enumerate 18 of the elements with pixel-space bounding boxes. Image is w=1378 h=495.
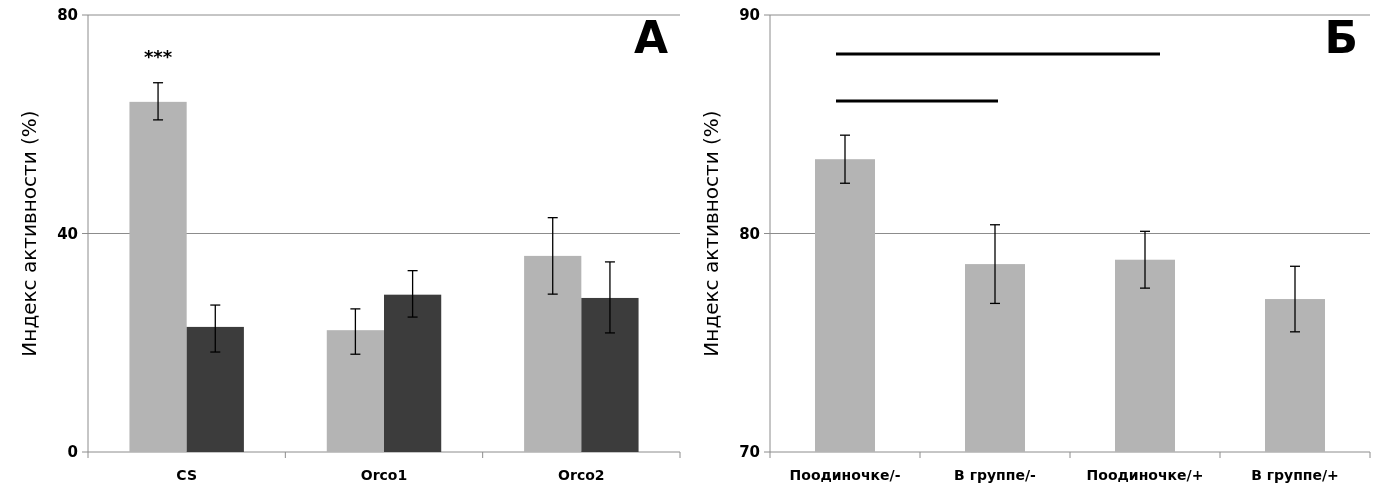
y-axis-title: Индекс активности (%) xyxy=(699,110,723,357)
chart-title: А xyxy=(633,12,668,63)
x-tick-label: Поодиночке/+ xyxy=(1086,467,1204,483)
x-tick-label: Поодиночке/- xyxy=(789,467,901,483)
y-tick-label: 40 xyxy=(57,224,78,243)
x-tick-label: В группе/- xyxy=(954,467,1037,483)
x-tick-label: Orco2 xyxy=(558,467,605,483)
x-tick-label: Orco1 xyxy=(360,467,408,483)
y-tick-label: 80 xyxy=(57,6,78,25)
x-tick-label: CS xyxy=(176,467,197,483)
x-tick-label: В группе/+ xyxy=(1251,467,1339,483)
y-tick-label: 80 xyxy=(739,224,760,243)
y-tick-label: 70 xyxy=(739,443,760,462)
y-tick-label: 90 xyxy=(739,6,760,25)
chart-title: Б xyxy=(1324,12,1358,63)
y-tick-label: 0 xyxy=(67,443,78,462)
annotation: *** xyxy=(143,46,173,67)
y-axis-title: Индекс активности (%) xyxy=(17,110,41,357)
